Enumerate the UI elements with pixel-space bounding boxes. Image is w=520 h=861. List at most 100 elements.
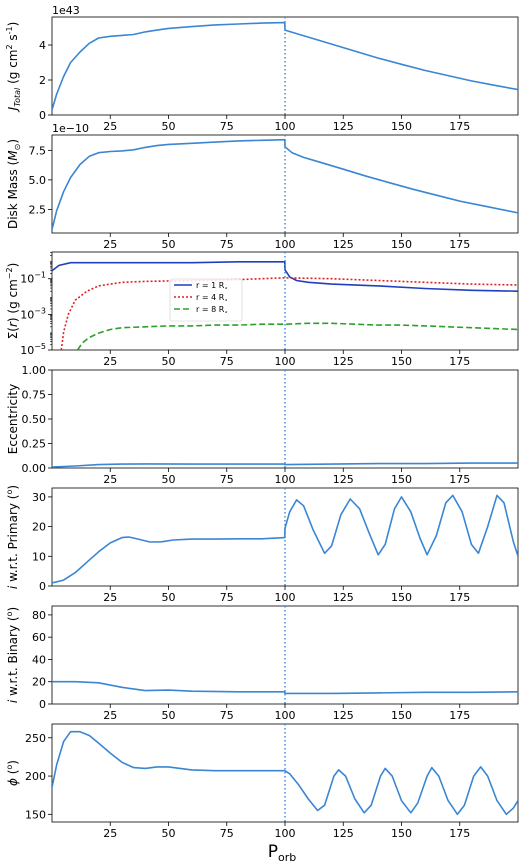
legend: r = 1 R⋆r = 4 R⋆r = 8 R⋆ xyxy=(169,278,243,322)
legend-label: r = 8 R⋆ xyxy=(196,305,228,316)
legend-label: r = 4 R⋆ xyxy=(196,293,228,304)
x-tick-label: 75 xyxy=(220,238,234,251)
x-tick-label: 50 xyxy=(162,238,176,251)
x-tick-label: 125 xyxy=(333,709,354,722)
x-tick-label: 100 xyxy=(275,238,296,251)
y-tick-label: 20 xyxy=(32,521,46,534)
y-tick-label: 10−5 xyxy=(20,342,46,357)
x-tick-label: 50 xyxy=(162,709,176,722)
x-tick-label: 150 xyxy=(391,591,412,604)
y-axis-label: Σ(r) (g cm−2) xyxy=(5,263,20,340)
series-line-1 xyxy=(52,138,518,230)
y-axis-label: Disk Mass (M⊙) xyxy=(6,139,22,229)
y-tick-label: 0.00 xyxy=(22,462,47,475)
y-tick-label: 200 xyxy=(25,770,46,783)
series-line-1 xyxy=(52,680,518,695)
y-tick-label: 1.00 xyxy=(22,364,47,377)
y-tick-label: 0.50 xyxy=(22,413,47,426)
y-tick-label: 2.5 xyxy=(29,203,47,216)
x-tick-label: 50 xyxy=(162,827,176,840)
panel-4: 25 50 75 100 125 150 175 0.00 0.25 0.50 0.75 1.00Ec… xyxy=(6,364,519,486)
legend-label: r = 1 R⋆ xyxy=(196,281,228,292)
x-tick-label: 75 xyxy=(220,709,234,722)
x-tick-label: 25 xyxy=(103,473,117,486)
offset-text: 1e43 xyxy=(52,4,80,17)
y-tick-label: 60 xyxy=(32,631,46,644)
y-tick-label: 0 xyxy=(39,698,46,711)
x-tick-label: 175 xyxy=(449,355,470,368)
y-axis-label: JTotal (g cm2 s-1) xyxy=(5,22,22,113)
x-tick-label: 100 xyxy=(275,473,296,486)
x-tick-label: 150 xyxy=(391,355,412,368)
x-tick-label: 150 xyxy=(391,709,412,722)
x-tick-label: 175 xyxy=(449,238,470,251)
x-tick-label: 175 xyxy=(449,120,470,133)
legend-box xyxy=(169,278,243,322)
x-tick-label: 25 xyxy=(103,827,117,840)
panel-3: 25 50 75 100 125 150 175 10−5 10−3 10−1Σ(r) (g cm… xyxy=(5,251,519,368)
y-tick-label: 250 xyxy=(25,732,46,745)
series-line-1 xyxy=(52,261,518,292)
panel-6: 25 50 75 100 125 150 175 0 20 40 60 80 i w.r.t. Bina… xyxy=(5,605,519,722)
y-tick-label: 0 xyxy=(39,109,46,122)
series-line-1 xyxy=(52,21,518,111)
x-tick-label: 100 xyxy=(275,709,296,722)
x-tick-label: 25 xyxy=(103,120,117,133)
x-tick-label: 75 xyxy=(220,473,234,486)
x-tick-label: 150 xyxy=(391,827,412,840)
panel-1: 25 50 75 100 125 150 175 0 2 4 1e43 JTotal (g cm2 s… xyxy=(5,4,519,133)
x-tick-label: 25 xyxy=(103,709,117,722)
y-tick-label: 7.5 xyxy=(29,144,47,157)
x-tick-label: 25 xyxy=(103,591,117,604)
x-tick-label: 125 xyxy=(333,120,354,133)
y-tick-label: 30 xyxy=(32,491,46,504)
x-tick-label: 100 xyxy=(275,591,296,604)
x-tick-label: 150 xyxy=(391,473,412,486)
y-tick-label: 10−3 xyxy=(20,306,46,321)
y-tick-label: 0.75 xyxy=(22,389,47,402)
series-line-1 xyxy=(52,730,518,816)
x-tick-label: 75 xyxy=(220,827,234,840)
y-tick-label: 10 xyxy=(32,550,46,563)
y-axis-label: Eccentricity xyxy=(6,384,20,454)
y-tick-label: 2 xyxy=(39,74,46,87)
x-tick-label: 125 xyxy=(333,355,354,368)
x-tick-label: 150 xyxy=(391,238,412,251)
y-tick-label: 5.0 xyxy=(29,174,47,187)
y-axis-label: ϕ (o) xyxy=(5,760,20,786)
x-tick-label: 100 xyxy=(275,827,296,840)
x-tick-label: 125 xyxy=(333,473,354,486)
panel-5: 25 50 75 100 125 150 175 0 10 20 30 i w.r.t. Primar… xyxy=(5,485,519,604)
x-tick-label: 75 xyxy=(220,120,234,133)
x-tick-label: 75 xyxy=(220,355,234,368)
x-tick-label: 50 xyxy=(162,355,176,368)
x-tick-label: 125 xyxy=(333,591,354,604)
offset-text: 1e−10 xyxy=(52,122,89,135)
y-tick-label: 40 xyxy=(32,653,46,666)
x-tick-label: 50 xyxy=(162,473,176,486)
y-tick-label: 4 xyxy=(39,39,46,52)
series-line-1 xyxy=(52,462,518,468)
x-tick-label: 150 xyxy=(391,120,412,133)
x-tick-label: 25 xyxy=(103,238,117,251)
series-line-3 xyxy=(76,322,518,350)
x-tick-label: 100 xyxy=(275,120,296,133)
y-tick-label: 20 xyxy=(32,676,46,689)
y-tick-label: 10−1 xyxy=(20,271,46,286)
y-axis-label: i w.r.t. Binary (o) xyxy=(5,607,20,703)
x-tick-label: 175 xyxy=(449,473,470,486)
x-tick-label: 25 xyxy=(103,355,117,368)
x-tick-label: 50 xyxy=(162,120,176,133)
panel-2: 25 50 75 100 125 150 175 2.5 5.0 7.5 1e−10 Disk Mas… xyxy=(6,122,519,251)
y-tick-label: 150 xyxy=(25,808,46,821)
y-tick-label: 0 xyxy=(39,580,46,593)
series-line-1 xyxy=(52,494,518,584)
x-tick-label: 100 xyxy=(275,355,296,368)
x-tick-label: 50 xyxy=(162,591,176,604)
x-tick-label: 175 xyxy=(449,709,470,722)
panel-7: 25 50 75 100 125 150 175 150 200 250 ϕ (o) xyxy=(5,723,519,840)
series-line-2 xyxy=(60,277,518,350)
x-tick-label: 75 xyxy=(220,591,234,604)
x-tick-label: 175 xyxy=(449,591,470,604)
